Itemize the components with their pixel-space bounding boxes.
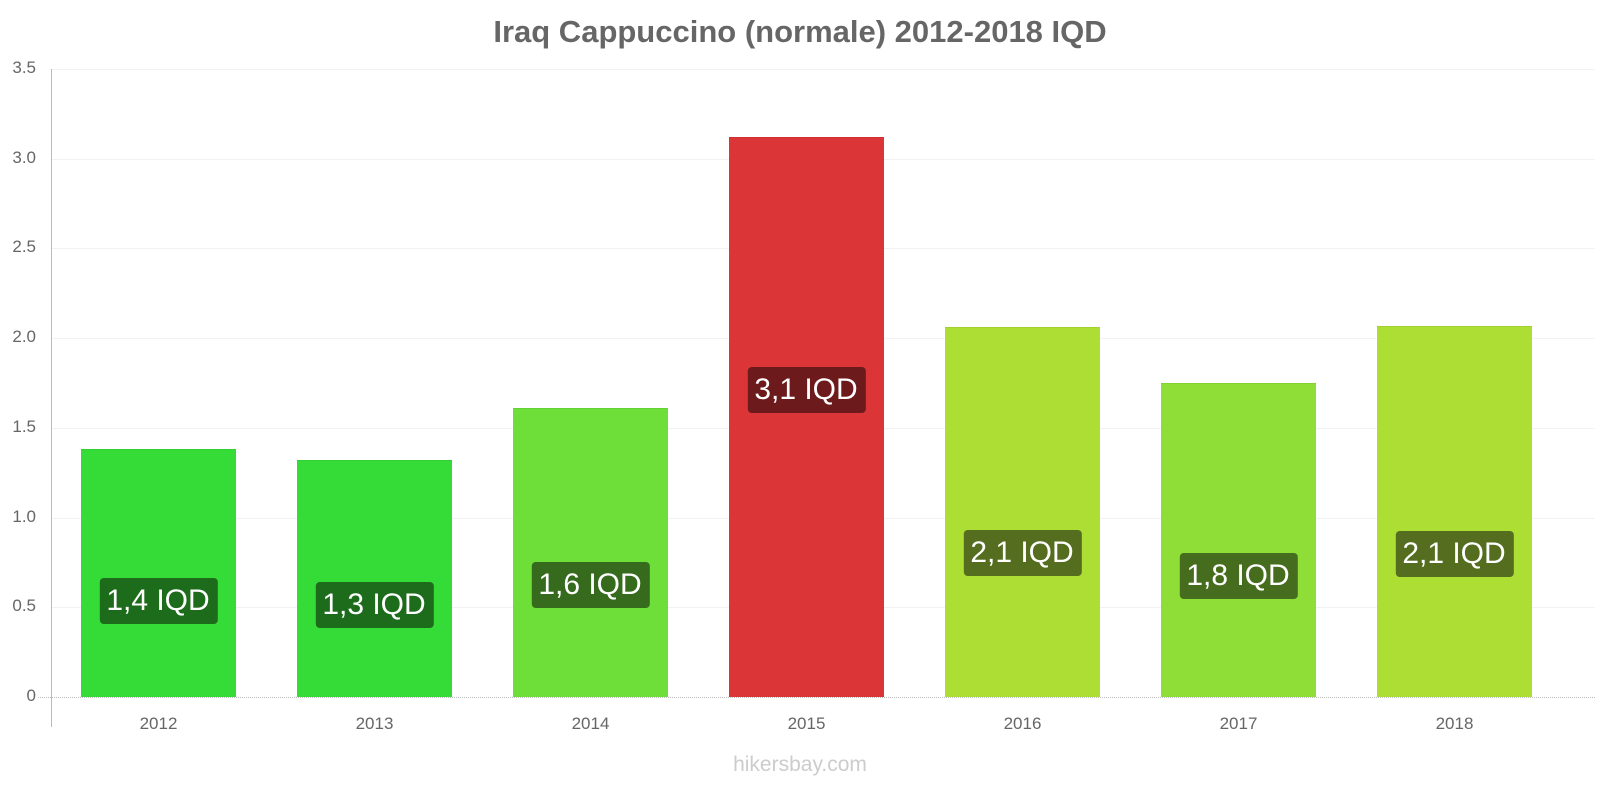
gridline <box>52 69 1595 70</box>
y-tick-label: 1.5 <box>12 417 36 436</box>
x-tick-label: 2018 <box>1435 714 1474 733</box>
bar-2017[interactable]: 1,8 IQD <box>1161 383 1316 697</box>
x-tick-label: 2016 <box>1003 714 1042 733</box>
x-tick-label: 2014 <box>571 714 610 733</box>
y-axis-line <box>51 69 52 727</box>
x-tick-label: 2012 <box>139 714 178 733</box>
bar-value-label: 2,1 IQD <box>963 530 1082 576</box>
bar-value-label: 1,6 IQD <box>531 562 650 608</box>
y-tick-label: 3.0 <box>12 148 36 167</box>
bar-2015[interactable]: 3,1 IQD <box>729 137 884 697</box>
y-tick-label: 3.5 <box>12 58 36 77</box>
chart-title: Iraq Cappuccino (normale) 2012-2018 IQD <box>493 14 1107 49</box>
bar-value-label: 2,1 IQD <box>1395 531 1514 577</box>
y-tick-label: 2.0 <box>12 327 36 346</box>
bar-2018[interactable]: 2,1 IQD <box>1377 326 1532 697</box>
bar-value-label: 1,3 IQD <box>315 582 434 628</box>
bar-value-label: 1,8 IQD <box>1179 553 1298 599</box>
bar-2016[interactable]: 2,1 IQD <box>945 327 1100 697</box>
bar-2012[interactable]: 1,4 IQD <box>81 449 236 697</box>
x-tick-label: 2013 <box>355 714 394 733</box>
x-tick-label: 2015 <box>787 714 826 733</box>
bar-value-label: 1,4 IQD <box>99 578 218 624</box>
bar-2013[interactable]: 1,3 IQD <box>297 460 452 697</box>
y-tick-label: 1.0 <box>12 507 36 526</box>
y-tick-label: 2.5 <box>12 237 36 256</box>
watermark: hikersbay.com <box>733 753 867 776</box>
x-axis-line <box>38 697 1595 699</box>
y-tick-label: 0.5 <box>12 596 36 615</box>
bar-value-label: 3,1 IQD <box>747 367 866 413</box>
y-tick-label: 0 <box>26 686 36 705</box>
bar-2014[interactable]: 1,6 IQD <box>513 408 668 697</box>
x-tick-label: 2017 <box>1219 714 1258 733</box>
